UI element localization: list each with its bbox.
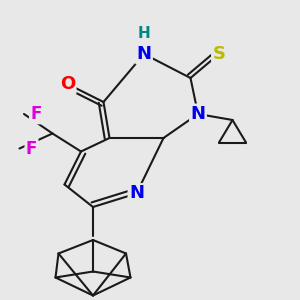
Text: O: O [60, 75, 75, 93]
Text: N: N [190, 105, 206, 123]
Text: F: F [26, 140, 37, 158]
Text: N: N [136, 45, 152, 63]
Text: S: S [212, 45, 226, 63]
Text: F: F [30, 105, 42, 123]
Text: H: H [138, 26, 150, 40]
Text: N: N [129, 184, 144, 202]
